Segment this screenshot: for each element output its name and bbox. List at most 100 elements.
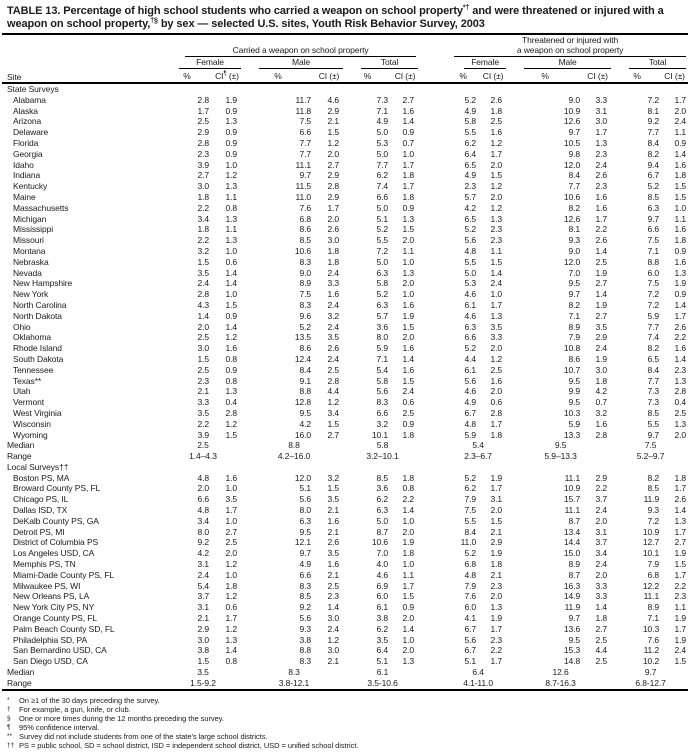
value-cell: 2.8 — [595, 429, 608, 440]
value-cell: 2.8 — [225, 407, 237, 418]
table-row: Chicago PS, IL 6.6 3.5 5.6 3.5 6.2 2.2 7.9 3.1 15… — [2, 494, 688, 505]
value-cell: 2.3 — [674, 591, 687, 602]
value-cell: 9.6 — [299, 310, 311, 321]
value-cell: 2.7 — [327, 159, 339, 170]
value-cell: 2.0 — [490, 505, 503, 516]
value-cell: 11.5 — [295, 181, 311, 192]
median-value: 9.5 — [554, 440, 567, 451]
value-cell: 7.3 — [647, 386, 660, 397]
measure-header-row: % CI¶ (±) % CI (±) % CI (±) % CI (±) % C… — [2, 69, 689, 84]
value-cell: 2.5 — [490, 116, 503, 127]
median-label: Median — [7, 667, 35, 678]
value-cell: 10.6 — [563, 191, 581, 202]
value-cell: 7.1 — [647, 613, 660, 624]
spacer-cell — [420, 386, 448, 397]
value-cell: 3.5 — [225, 494, 237, 505]
site-cell: District of Columbia PS — [13, 537, 99, 548]
value-cell: 12.4 — [294, 353, 311, 364]
site-cell: New York City PS, NY — [13, 602, 95, 613]
value-cell: 2.4 — [197, 278, 209, 289]
value-cell: 5.5 — [464, 256, 477, 267]
footnotes: * On ≥1 of the 30 days preceding the surv… — [7, 696, 684, 750]
ci-header: CI (±) — [478, 69, 509, 84]
spacer-cell — [420, 181, 448, 192]
value-cell: 1.0 — [674, 202, 687, 213]
value-cell: 3.5 — [327, 548, 339, 559]
value-cell: 3.0 — [197, 181, 209, 192]
value-cell: 2.4 — [595, 343, 608, 354]
range-value: 4.2–16.0 — [277, 451, 311, 462]
site-cell: Nebraska — [13, 256, 49, 267]
value-cell: 2.0 — [327, 213, 339, 224]
value-cell: 6.2 — [464, 137, 477, 148]
site-cell: South Dakota — [13, 353, 64, 364]
value-cell: 3.2 — [327, 472, 339, 483]
value-cell: 15.7 — [563, 494, 581, 505]
value-cell: 3.7 — [197, 591, 209, 602]
value-cell: 10.6 — [294, 245, 311, 256]
site-cell: Milwaukee PS, WI — [13, 580, 81, 591]
median-value: 5.8 — [376, 440, 389, 451]
value-cell: 5.2 — [299, 321, 311, 332]
value-cell: 1.4 — [225, 645, 237, 656]
value-cell: 1.5 — [674, 656, 687, 667]
value-cell: 6.4 — [376, 645, 388, 656]
value-cell: 5.6 — [464, 375, 477, 386]
value-cell: 1.4 — [674, 148, 687, 159]
value-cell: 6.7 — [464, 623, 477, 634]
value-cell: 10.2 — [642, 656, 660, 667]
table-title: TABLE 13. Percentage of high school stud… — [7, 4, 664, 30]
table-row: South Dakota 1.5 0.8 12.4 2.4 7.1 1.4 4.4 1.2 8.6… — [2, 354, 688, 365]
value-cell: 9.5 — [568, 375, 581, 386]
table-row: Florida 2.8 0.9 7.7 1.2 5.3 0.7 6.2 1.2 10.5 1.3 8.… — [2, 138, 688, 149]
value-cell: 5.6 — [299, 613, 311, 624]
value-cell: 1.3 — [490, 602, 503, 613]
value-cell: 8.5 — [299, 235, 311, 246]
spacer-cell — [420, 570, 448, 581]
value-cell: 6.2 — [464, 483, 477, 494]
site-cell: Vermont — [13, 397, 44, 408]
value-cell: 1.9 — [674, 278, 687, 289]
value-cell: 2.7 — [674, 537, 687, 548]
value-cell: 1.9 — [595, 299, 608, 310]
value-cell: 5.4 — [197, 580, 209, 591]
value-cell: 6.0 — [647, 267, 660, 278]
footnote: ** Survey did not include students from o… — [7, 731, 268, 741]
spacer-cell — [420, 624, 448, 635]
value-cell: 1.8 — [402, 191, 415, 202]
value-cell: 2.0 — [402, 613, 415, 624]
value-cell: 0.9 — [225, 105, 237, 116]
site-cell: Montana — [13, 245, 46, 256]
value-cell: 1.4 — [327, 602, 339, 613]
value-cell: 1.7 — [490, 148, 503, 159]
value-cell: 1.0 — [402, 634, 415, 645]
value-cell: 1.6 — [490, 375, 503, 386]
value-cell: 12.1 — [294, 537, 311, 548]
value-cell: 7.6 — [647, 634, 660, 645]
range-row: Range 1.4–4.3 4.2–16.0 3.2–10.1 2.3–6.7 5.9–1… — [2, 451, 688, 462]
spacer-cell — [420, 170, 448, 181]
value-cell: 1.5 — [674, 191, 687, 202]
group-header-row: Site Carried a weapon on school property… — [2, 34, 688, 84]
site-cell: Los Angeles USD, CA — [13, 548, 95, 559]
value-cell: 8.6 — [568, 353, 581, 364]
value-cell: 6.2 — [376, 170, 388, 181]
value-cell: 6.6 — [299, 127, 311, 138]
value-cell: 1.4 — [402, 353, 415, 364]
table-row: Milwaukee PS, WI 5.4 1.8 8.3 2.5 6.9 1.7 7.9 2.3… — [2, 581, 688, 592]
value-cell: 1.1 — [402, 569, 415, 580]
site-cell: Delaware — [13, 127, 49, 138]
value-cell: 2.2 — [197, 202, 209, 213]
value-cell: 2.0 — [490, 591, 503, 602]
value-cell: 6.2 — [376, 623, 388, 634]
footnote: † For example, a gun, knife, or club. — [7, 704, 131, 714]
value-cell: 9.2 — [197, 537, 209, 548]
value-cell: 1.2 — [225, 559, 237, 570]
site-cell: Texas** — [13, 375, 42, 386]
value-cell: 7.2 — [647, 515, 660, 526]
site-cell: Wyoming — [13, 429, 48, 440]
value-cell: 2.0 — [490, 159, 503, 170]
site-cell: Missouri — [13, 235, 44, 246]
spacer-cell — [420, 214, 448, 225]
